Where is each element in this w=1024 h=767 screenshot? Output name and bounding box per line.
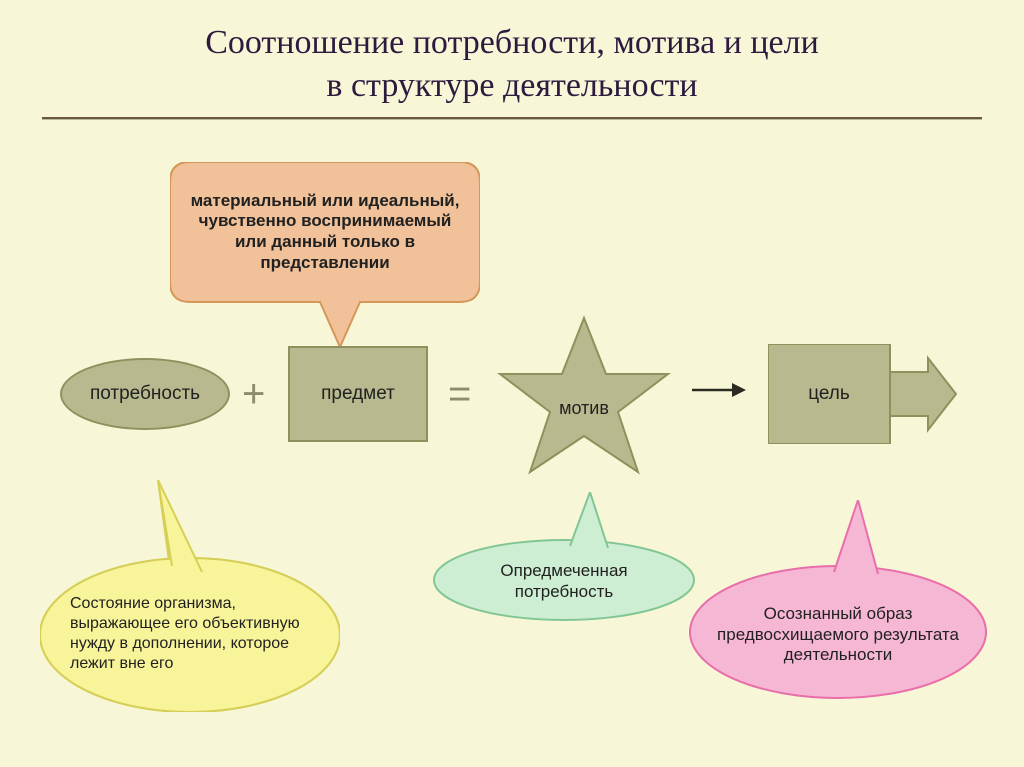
node-goal: цель — [768, 344, 958, 444]
callout-pink-text: Осознанный образ предвосхищаемого резуль… — [716, 604, 960, 666]
callout-goal-description: Осознанный образ предвосхищаемого резуль… — [688, 500, 988, 700]
node-object: предмет — [288, 346, 428, 442]
callout-object-description: материальный или идеальный, чувственно в… — [170, 162, 480, 302]
diagram-canvas: материальный или идеальный, чувственно в… — [0, 0, 1024, 767]
node-need: потребность — [60, 358, 230, 430]
callout-need-description: Состояние организма, выражающее его объе… — [40, 480, 340, 712]
callout-motive-description: Опредмеченная потребность — [432, 492, 696, 622]
callout-green-text: Опредмеченная потребность — [452, 561, 676, 602]
callout-orange-text: материальный или идеальный, чувственно в… — [170, 162, 480, 302]
node-motive: мотив — [494, 312, 674, 484]
node-need-label: потребность — [90, 383, 200, 405]
slide: Соотношение потребности, мотива и цели в… — [0, 0, 1024, 767]
arrow-motive-to-goal — [688, 378, 748, 407]
callout-yellow-text: Состояние организма, выражающее его объе… — [70, 594, 310, 674]
node-goal-label: цель — [808, 383, 850, 405]
node-motive-label: мотив — [559, 398, 609, 419]
operator-plus: + — [242, 372, 265, 417]
node-object-label: предмет — [321, 383, 395, 405]
operator-equals: = — [448, 372, 471, 417]
